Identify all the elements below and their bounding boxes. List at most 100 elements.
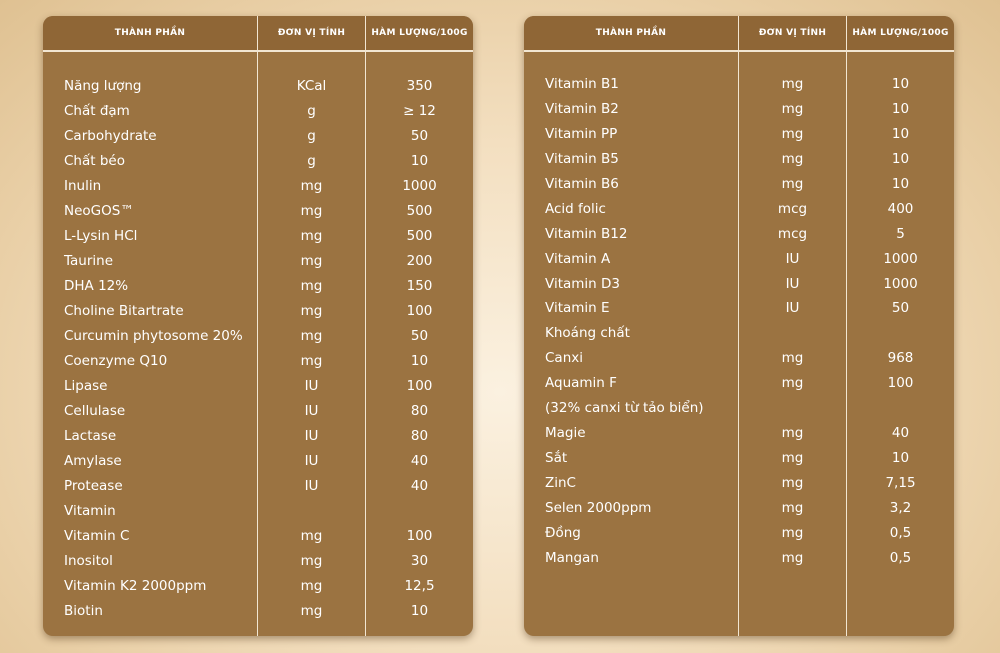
ingredient-name: Taurine (64, 253, 114, 269)
ingredient-name: Protease (64, 478, 123, 494)
unit-cell: IU (785, 250, 800, 267)
amount-cell (847, 396, 954, 421)
unit-cell: g (307, 153, 316, 169)
amount-column: 10 10 10 10 10 400 5 1000 1000 50 968 100 40 10 7,15 3,… (846, 52, 954, 636)
ingredient-name: Acid folic (545, 200, 606, 217)
ingredient-name: Đồng (545, 524, 581, 541)
ingredient-name: Vitamin B12 (545, 225, 628, 242)
amount-cell: 50 (410, 128, 429, 144)
amount-cell: 40 (410, 453, 429, 469)
amount-cell: 500 (406, 228, 433, 244)
unit-cell: mg (781, 524, 804, 541)
unit-cell: mg (300, 303, 323, 319)
amount-cell: 10 (891, 125, 910, 142)
unit-cell: IU (304, 403, 319, 419)
ingredient-name: Vitamin C (64, 528, 130, 544)
unit-cell (739, 396, 846, 421)
amount-cell: 50 (891, 300, 910, 317)
unit-cell: IU (304, 478, 319, 494)
unit-cell: mg (781, 549, 804, 566)
ingredient-name: DHA 12% (64, 278, 129, 294)
ingredient-name: Inositol (64, 553, 113, 569)
ingredient-name: Vitamin PP (545, 125, 618, 142)
amount-cell: 30 (410, 553, 429, 569)
ingredient-name: NeoGOS™ (64, 203, 134, 219)
unit-cell: mg (300, 603, 323, 619)
amount-cell (366, 499, 473, 524)
amount-cell: 400 (887, 200, 914, 217)
unit-cell: mg (300, 253, 323, 269)
unit-cell: mg (300, 578, 323, 594)
amount-cell: 200 (406, 253, 433, 269)
ingredient-name: Coenzyme Q10 (64, 353, 168, 369)
header-amount: HÀM LƯỢNG/100G (365, 16, 473, 52)
nutrition-table-left: THÀNH PHẦN ĐƠN VỊ TÍNH HÀM LƯỢNG/100G Nă… (43, 16, 473, 636)
ingredient-name: Vitamin (64, 503, 116, 519)
header-unit: ĐƠN VỊ TÍNH (738, 16, 846, 52)
unit-cell: mg (781, 475, 804, 491)
unit-cell: g (307, 128, 316, 144)
ingredient-name: Carbohydrate (64, 128, 157, 144)
unit-cell: mcg (777, 200, 808, 217)
unit-cell: mg (781, 175, 804, 192)
ingredient-name: Aquamin F (545, 375, 617, 392)
amount-cell: 968 (887, 350, 914, 367)
ingredient-name: Mangan (545, 549, 599, 566)
amount-cell: 10 (410, 153, 429, 169)
amount-cell: 100 (406, 528, 433, 544)
unit-cell: mg (300, 203, 323, 219)
ingredient-column: Năng lượng Chất đạm Carbohydrate Chất béo In… (43, 52, 257, 636)
amount-cell: 100 (887, 375, 914, 392)
unit-column: KCal g g g mg mg mg mg mg mg mg mg IU IU IU IU IU mg mg mg m… (257, 52, 365, 636)
ingredient-name: (32% canxi từ tảo biển) (545, 400, 704, 417)
amount-cell: 0,5 (889, 524, 912, 541)
unit-cell: mg (781, 450, 804, 467)
amount-cell: 0,5 (889, 549, 912, 566)
amount-cell: ≥ 12 (403, 103, 436, 119)
unit-cell: mg (781, 425, 804, 442)
ingredient-name: Magie (545, 425, 586, 442)
amount-cell: 10 (891, 76, 910, 92)
amount-cell: 10 (891, 175, 910, 192)
amount-cell: 80 (410, 428, 429, 444)
unit-cell: mg (781, 100, 804, 117)
unit-cell: mg (781, 350, 804, 367)
nutrition-table-right: THÀNH PHẦN ĐƠN VỊ TÍNH HÀM LƯỢNG/100G Vi… (524, 16, 954, 636)
unit-cell: mg (781, 375, 804, 392)
ingredient-name: Lactase (64, 428, 117, 444)
header-ingredient: THÀNH PHẦN (43, 16, 257, 52)
ingredient-name: Chất đạm (64, 103, 130, 119)
unit-cell: KCal (296, 78, 327, 94)
amount-cell: 80 (410, 403, 429, 419)
unit-cell: mg (300, 328, 323, 344)
unit-column: mg mg mg mg mg mcg mcg IU IU IU mg mg mg mg mg mg mg mg (738, 52, 846, 636)
amount-column: 350 ≥ 12 50 10 1000 500 500 200 150 100 50 10 100 80 8… (365, 52, 473, 636)
amount-cell: 50 (410, 328, 429, 344)
unit-cell: IU (304, 378, 319, 394)
unit-cell: mg (300, 228, 323, 244)
unit-cell: mg (300, 353, 323, 369)
amount-cell: 10 (410, 353, 429, 369)
header-unit: ĐƠN VỊ TÍNH (257, 16, 365, 52)
ingredient-name: Curcumin phytosome 20% (64, 328, 243, 344)
unit-cell: mg (781, 125, 804, 142)
unit-cell: mg (300, 528, 323, 544)
header-amount: HÀM LƯỢNG/100G (846, 16, 954, 52)
ingredient-name: Biotin (64, 603, 103, 619)
amount-cell: 40 (891, 425, 910, 442)
amount-cell: 1000 (883, 275, 918, 292)
unit-cell: mg (781, 76, 804, 92)
ingredient-name: Vitamin E (545, 300, 610, 317)
amount-cell: 100 (406, 303, 433, 319)
amount-cell: 10 (891, 100, 910, 117)
amount-cell: 5 (896, 225, 905, 242)
ingredient-name: Inulin (64, 178, 102, 194)
ingredient-name: Vitamin B1 (545, 76, 619, 92)
amount-cell: 7,15 (885, 475, 916, 491)
unit-cell: IU (304, 453, 319, 469)
ingredient-name: Năng lượng (64, 78, 142, 94)
unit-cell: mcg (777, 225, 808, 242)
amount-cell: 3,2 (889, 499, 912, 516)
unit-cell (739, 321, 846, 346)
amount-cell: 500 (406, 203, 433, 219)
